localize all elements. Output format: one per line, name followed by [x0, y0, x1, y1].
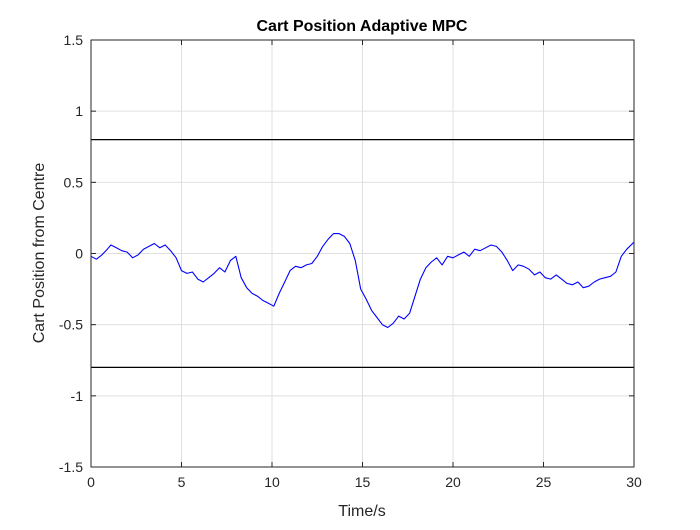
constraint-lines — [91, 139, 634, 368]
y-axis-label: Cart Position from Centre — [31, 163, 48, 344]
x-tick-label: 15 — [355, 474, 371, 490]
y-tick-label: 1 — [75, 103, 83, 119]
series-line — [90, 233, 635, 329]
y-tick-label: -1.5 — [59, 459, 83, 475]
y-tick-label: -0.5 — [59, 317, 83, 333]
y-tick-label: 1.5 — [64, 32, 84, 48]
x-tick-label: 10 — [264, 474, 280, 490]
ticks: 0 5 10 15 20 25 30 -1.5 -1 -0.5 0 0.5 1 1.5 — [59, 32, 642, 490]
x-axis-label: Time/s — [338, 503, 385, 520]
y-tick-label: 0 — [75, 246, 83, 262]
x-tick-label: 20 — [445, 474, 461, 490]
chart-title: Cart Position Adaptive MPC — [257, 18, 468, 35]
series-layer — [90, 233, 635, 329]
x-tick-label: 0 — [87, 474, 95, 490]
y-tick-label: -1 — [71, 388, 84, 404]
x-tick-label: 30 — [626, 474, 642, 490]
x-tick-label: 25 — [536, 474, 552, 490]
y-tick-label: 0.5 — [64, 174, 84, 190]
x-tick-label: 5 — [178, 474, 186, 490]
